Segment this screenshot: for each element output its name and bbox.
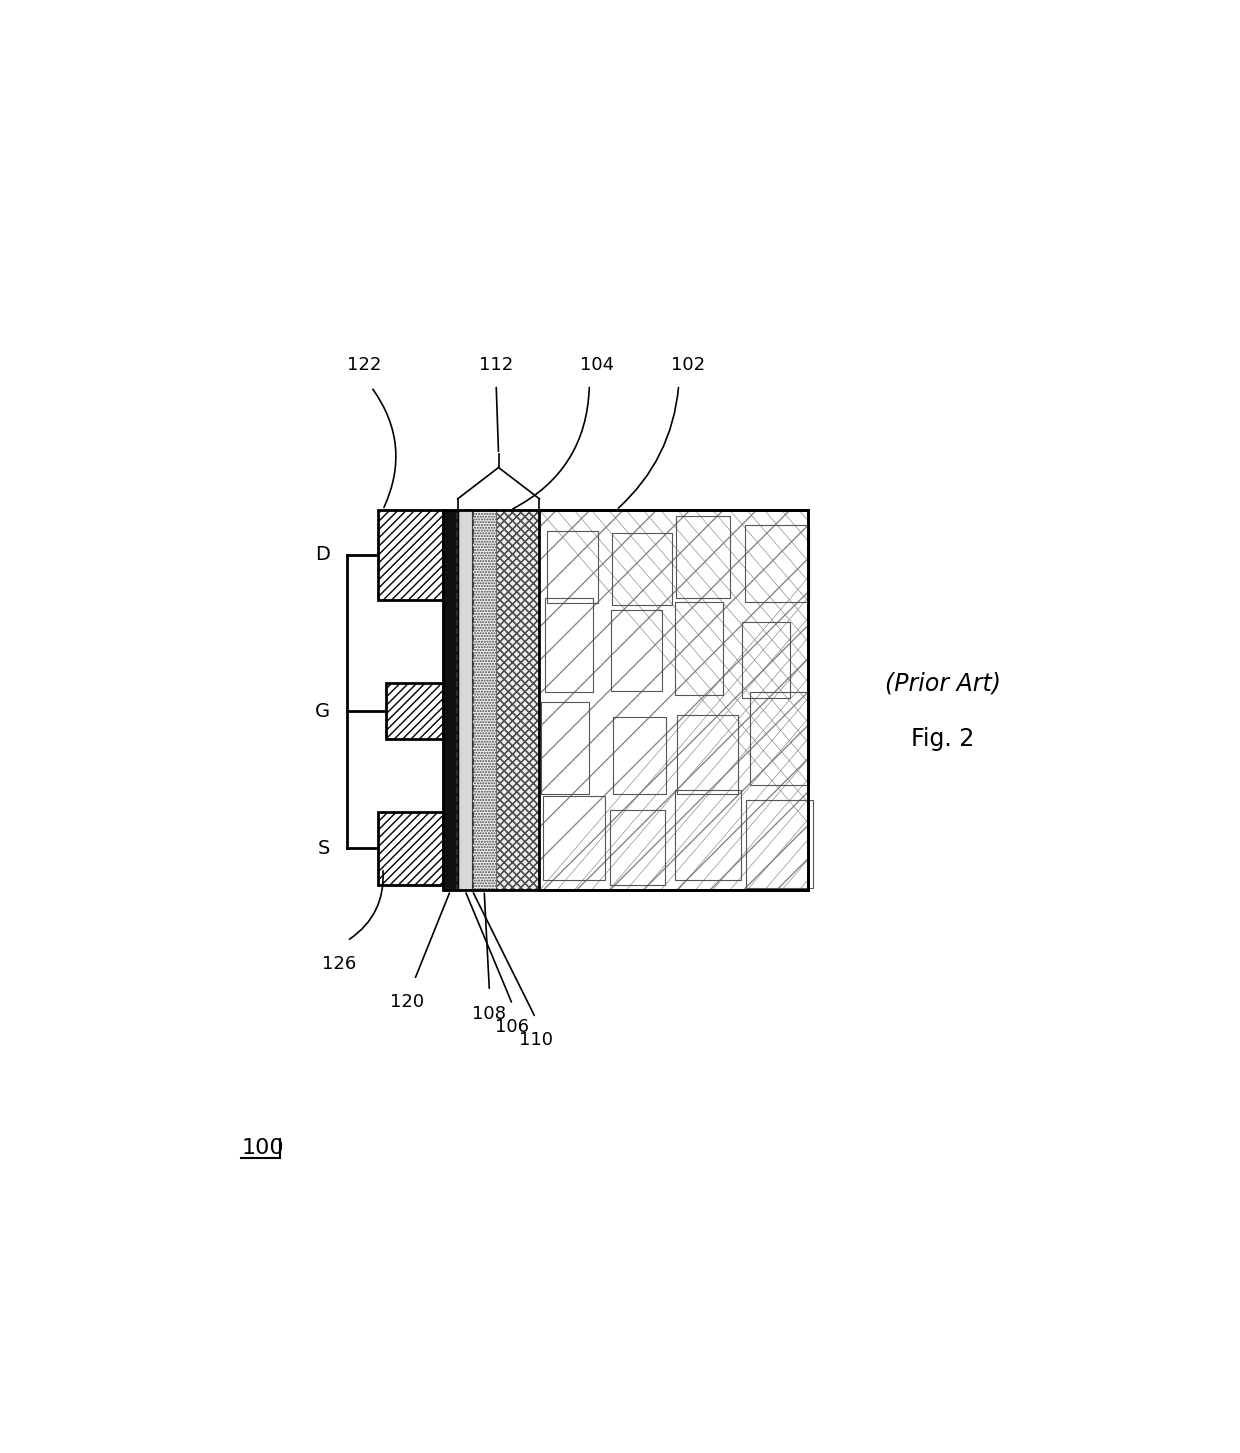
Text: D: D [315,545,330,564]
Bar [611,610,662,692]
Bar [610,809,666,885]
Text: S: S [317,838,330,857]
Text: Fig. 2: Fig. 2 [911,728,975,751]
Bar [456,510,474,891]
Text: 120: 120 [389,994,424,1011]
Bar [444,510,808,891]
Text: 104: 104 [580,356,614,373]
Bar [547,530,598,603]
Bar [750,693,810,785]
Text: 108: 108 [472,1004,506,1023]
Text: 110: 110 [518,1032,553,1049]
Bar [378,510,444,600]
Bar [675,602,723,695]
Bar [677,715,738,795]
Text: (Prior Art): (Prior Art) [885,671,1001,696]
Bar [458,510,472,891]
Text: 100: 100 [242,1138,284,1158]
Bar [378,812,444,885]
Text: G: G [315,702,330,721]
Bar [546,599,593,692]
Bar [386,683,444,740]
Bar [543,796,605,879]
Text: 126: 126 [322,955,357,974]
Text: 102: 102 [671,356,706,373]
Bar [677,516,730,597]
Bar [444,510,458,891]
Bar [745,526,808,602]
Bar [742,622,790,697]
Bar [541,702,589,793]
Bar [746,799,813,888]
Text: 122: 122 [347,356,382,373]
Bar [472,510,496,891]
Bar [613,716,666,793]
Bar [539,510,808,891]
Text: 106: 106 [496,1019,529,1036]
Bar [496,510,539,891]
Bar [539,510,808,891]
Bar [496,510,539,891]
Bar [675,790,742,879]
Text: 112: 112 [479,356,513,373]
Bar [613,533,672,604]
